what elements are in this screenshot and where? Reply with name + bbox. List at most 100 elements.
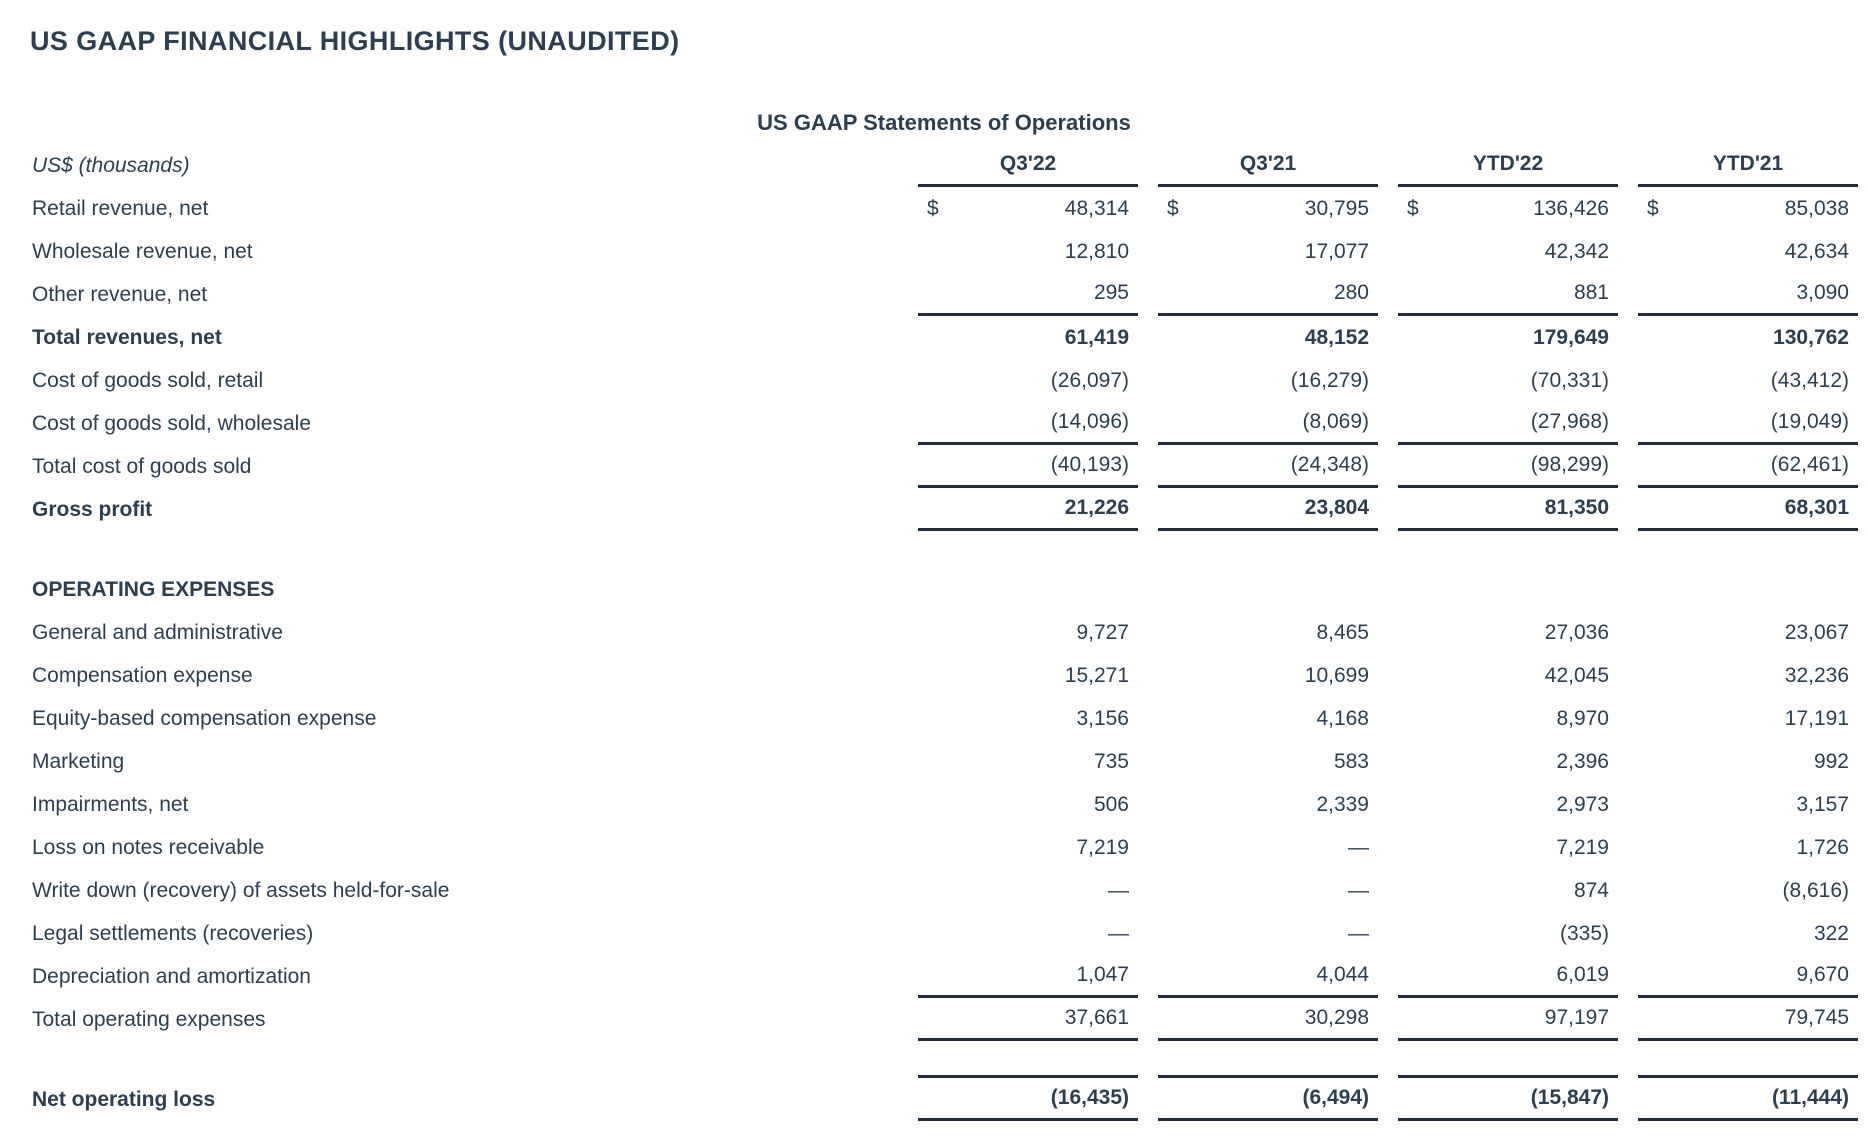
table-row: Gross profit 21,226 23,804 81,350 68,301 bbox=[30, 488, 1858, 531]
cell-value: (62,461) bbox=[1770, 453, 1849, 476]
cell-value: (24,348) bbox=[1290, 453, 1369, 476]
value-cell: 7,219 bbox=[918, 826, 1138, 869]
table-row: Legal settlements (recoveries) — — (335) 322 bbox=[30, 912, 1858, 955]
cell-value: 295 bbox=[1093, 281, 1129, 304]
value-cell: (14,096) bbox=[918, 402, 1138, 445]
value-cell: 42,342 bbox=[1398, 230, 1618, 273]
value-cell: (62,461) bbox=[1638, 445, 1858, 488]
spacer-row bbox=[30, 1041, 1858, 1078]
value-cell: 735 bbox=[918, 740, 1138, 783]
value-cell: 23,067 bbox=[1638, 611, 1858, 654]
cell-value: 136,426 bbox=[1533, 196, 1609, 220]
cell-value: (40,193) bbox=[1050, 453, 1129, 476]
value-cell: — bbox=[1158, 826, 1378, 869]
cell-value: (14,096) bbox=[1050, 410, 1129, 433]
row-label: Legal settlements (recoveries) bbox=[32, 921, 314, 945]
currency-symbol: $ bbox=[1407, 196, 1419, 220]
column-header-ytd-22: YTD'22 bbox=[1398, 144, 1618, 187]
table-row: Total cost of goods sold (40,193) (24,348)… bbox=[30, 445, 1858, 488]
cell-value: — bbox=[1348, 835, 1369, 859]
row-label: Cost of goods sold, wholesale bbox=[32, 411, 311, 435]
value-cell: 81,350 bbox=[1398, 488, 1618, 531]
value-cell bbox=[918, 568, 1138, 611]
value-cell: (27,968) bbox=[1398, 402, 1618, 445]
table-row: Equity-based compensation expense 3,156 4,… bbox=[30, 697, 1858, 740]
value-cell: — bbox=[918, 869, 1138, 912]
value-cell: 7,219 bbox=[1398, 826, 1618, 869]
cell-value: (8,616) bbox=[1782, 878, 1849, 902]
value-cell: (43,412) bbox=[1638, 359, 1858, 402]
value-cell: 280 bbox=[1158, 273, 1378, 316]
value-cell: 23,804 bbox=[1158, 488, 1378, 531]
spacer-row bbox=[30, 531, 1858, 568]
cell-value: 37,661 bbox=[1064, 1006, 1129, 1029]
table-row: General and administrative 9,727 8,465 27,0… bbox=[30, 611, 1858, 654]
value-cell: (24,348) bbox=[1158, 445, 1378, 488]
value-cell: — bbox=[918, 912, 1138, 955]
cell-value: (8,069) bbox=[1302, 410, 1369, 433]
value-cell: 42,045 bbox=[1398, 654, 1618, 697]
currency-symbol: $ bbox=[1647, 196, 1659, 220]
section-header-row: OPERATING EXPENSES bbox=[30, 568, 1858, 611]
value-cell: 1,047 bbox=[918, 955, 1138, 998]
cell-value: 61,419 bbox=[1064, 325, 1129, 349]
value-cell: 10,699 bbox=[1158, 654, 1378, 697]
table-row: Write down (recovery) of assets held-for… bbox=[30, 869, 1858, 912]
value-cell bbox=[1638, 568, 1858, 611]
value-cell: $136,426 bbox=[1398, 187, 1618, 230]
value-cell: 9,727 bbox=[918, 611, 1138, 654]
value-cell: 48,152 bbox=[1158, 316, 1378, 359]
cell-value: (19,049) bbox=[1770, 410, 1849, 433]
value-cell: 881 bbox=[1398, 273, 1618, 316]
value-cell bbox=[918, 531, 1138, 568]
cell-value: — bbox=[1108, 878, 1129, 902]
row-label: Impairments, net bbox=[32, 792, 189, 816]
value-cell: 27,036 bbox=[1398, 611, 1618, 654]
cell-value: 4,168 bbox=[1316, 706, 1369, 730]
value-cell: 130,762 bbox=[1638, 316, 1858, 359]
column-header-q3-21: Q3'21 bbox=[1158, 144, 1378, 187]
cell-value: 32,236 bbox=[1784, 663, 1849, 687]
row-label: Retail revenue, net bbox=[32, 196, 209, 220]
value-cell bbox=[1398, 531, 1618, 568]
row-label: Compensation expense bbox=[32, 663, 253, 687]
cell-value: 85,038 bbox=[1784, 196, 1849, 220]
value-cell: 3,157 bbox=[1638, 783, 1858, 826]
value-cell: 8,970 bbox=[1398, 697, 1618, 740]
table-row: Wholesale revenue, net 12,810 17,077 42,342… bbox=[30, 230, 1858, 273]
cell-value: 12,810 bbox=[1064, 239, 1129, 263]
table-row: Other revenue, net 295 280 881 3,090 bbox=[30, 273, 1858, 316]
value-cell: $85,038 bbox=[1638, 187, 1858, 230]
cell-value: 280 bbox=[1333, 281, 1369, 304]
cell-value: 23,804 bbox=[1304, 496, 1369, 519]
value-cell: (11,444) bbox=[1638, 1078, 1858, 1121]
value-cell bbox=[1638, 531, 1858, 568]
value-cell: 506 bbox=[918, 783, 1138, 826]
value-cell: (40,193) bbox=[918, 445, 1138, 488]
cell-value: 48,152 bbox=[1304, 325, 1369, 349]
cell-value: 881 bbox=[1573, 281, 1609, 304]
value-cell: 295 bbox=[918, 273, 1138, 316]
cell-value: 2,396 bbox=[1556, 749, 1609, 773]
page-title: US GAAP FINANCIAL HIGHLIGHTS (UNAUDITED) bbox=[30, 26, 680, 56]
cell-value: (98,299) bbox=[1530, 453, 1609, 476]
cell-value: 42,342 bbox=[1544, 239, 1609, 263]
table-row: Loss on notes receivable 7,219 — 7,219 1,726 bbox=[30, 826, 1858, 869]
cell-value: 97,197 bbox=[1544, 1006, 1609, 1029]
value-cell: 8,465 bbox=[1158, 611, 1378, 654]
fin-table: US GAAP Statements of Operations US$ (th… bbox=[30, 101, 1858, 1121]
cell-value: — bbox=[1108, 921, 1129, 945]
cell-value: 179,649 bbox=[1533, 325, 1609, 349]
value-cell: 3,156 bbox=[918, 697, 1138, 740]
value-cell: (15,847) bbox=[1398, 1078, 1618, 1121]
cell-value: (26,097) bbox=[1050, 368, 1129, 392]
row-label: Marketing bbox=[32, 749, 125, 773]
currency-symbol: $ bbox=[927, 196, 939, 220]
value-cell: (8,616) bbox=[1638, 869, 1858, 912]
row-label: Equity-based compensation expense bbox=[32, 706, 377, 730]
value-cell: 30,298 bbox=[1158, 998, 1378, 1041]
cell-value: 10,699 bbox=[1304, 663, 1369, 687]
value-cell: 61,419 bbox=[918, 316, 1138, 359]
cell-value: 15,271 bbox=[1064, 663, 1129, 687]
table-row: Net operating loss (16,435) (6,494) (15,847… bbox=[30, 1078, 1858, 1121]
